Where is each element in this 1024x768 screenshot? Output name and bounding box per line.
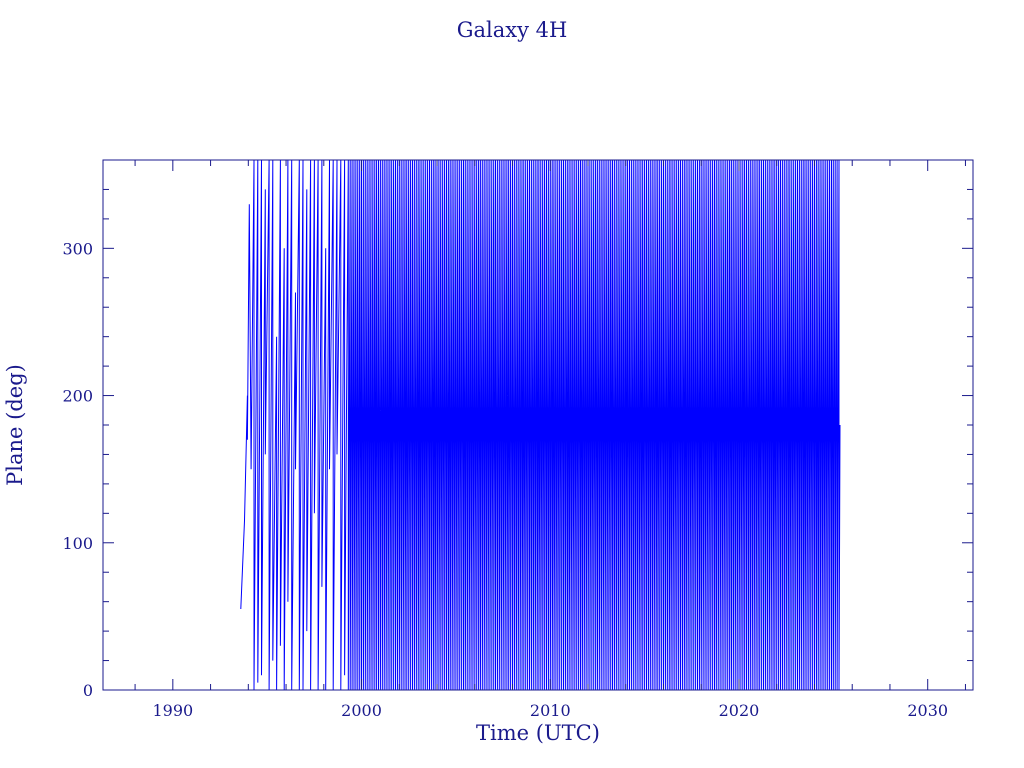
x-tick-label: 2010 [530,701,571,720]
x-tick-label: 2000 [341,701,382,720]
x-axis-label: Time (UTC) [476,721,600,745]
y-axis-label: Plane (deg) [3,364,27,486]
y-tick-label: 100 [62,534,93,553]
series-plane [240,159,841,691]
y-tick-label: 200 [62,387,93,406]
tick-labels: 1990 2000 2010 2020 2030 0 100 200 300 [62,239,948,720]
x-tick-label: 1990 [152,701,193,720]
x-tick-label: 2030 [907,701,948,720]
axis-ticks [103,159,973,691]
series-line [240,159,841,691]
y-tick-label: 300 [62,239,93,258]
chart-title: Galaxy 4H [457,18,568,42]
x-tick-label: 2020 [719,701,760,720]
y-tick-label: 0 [83,681,93,700]
